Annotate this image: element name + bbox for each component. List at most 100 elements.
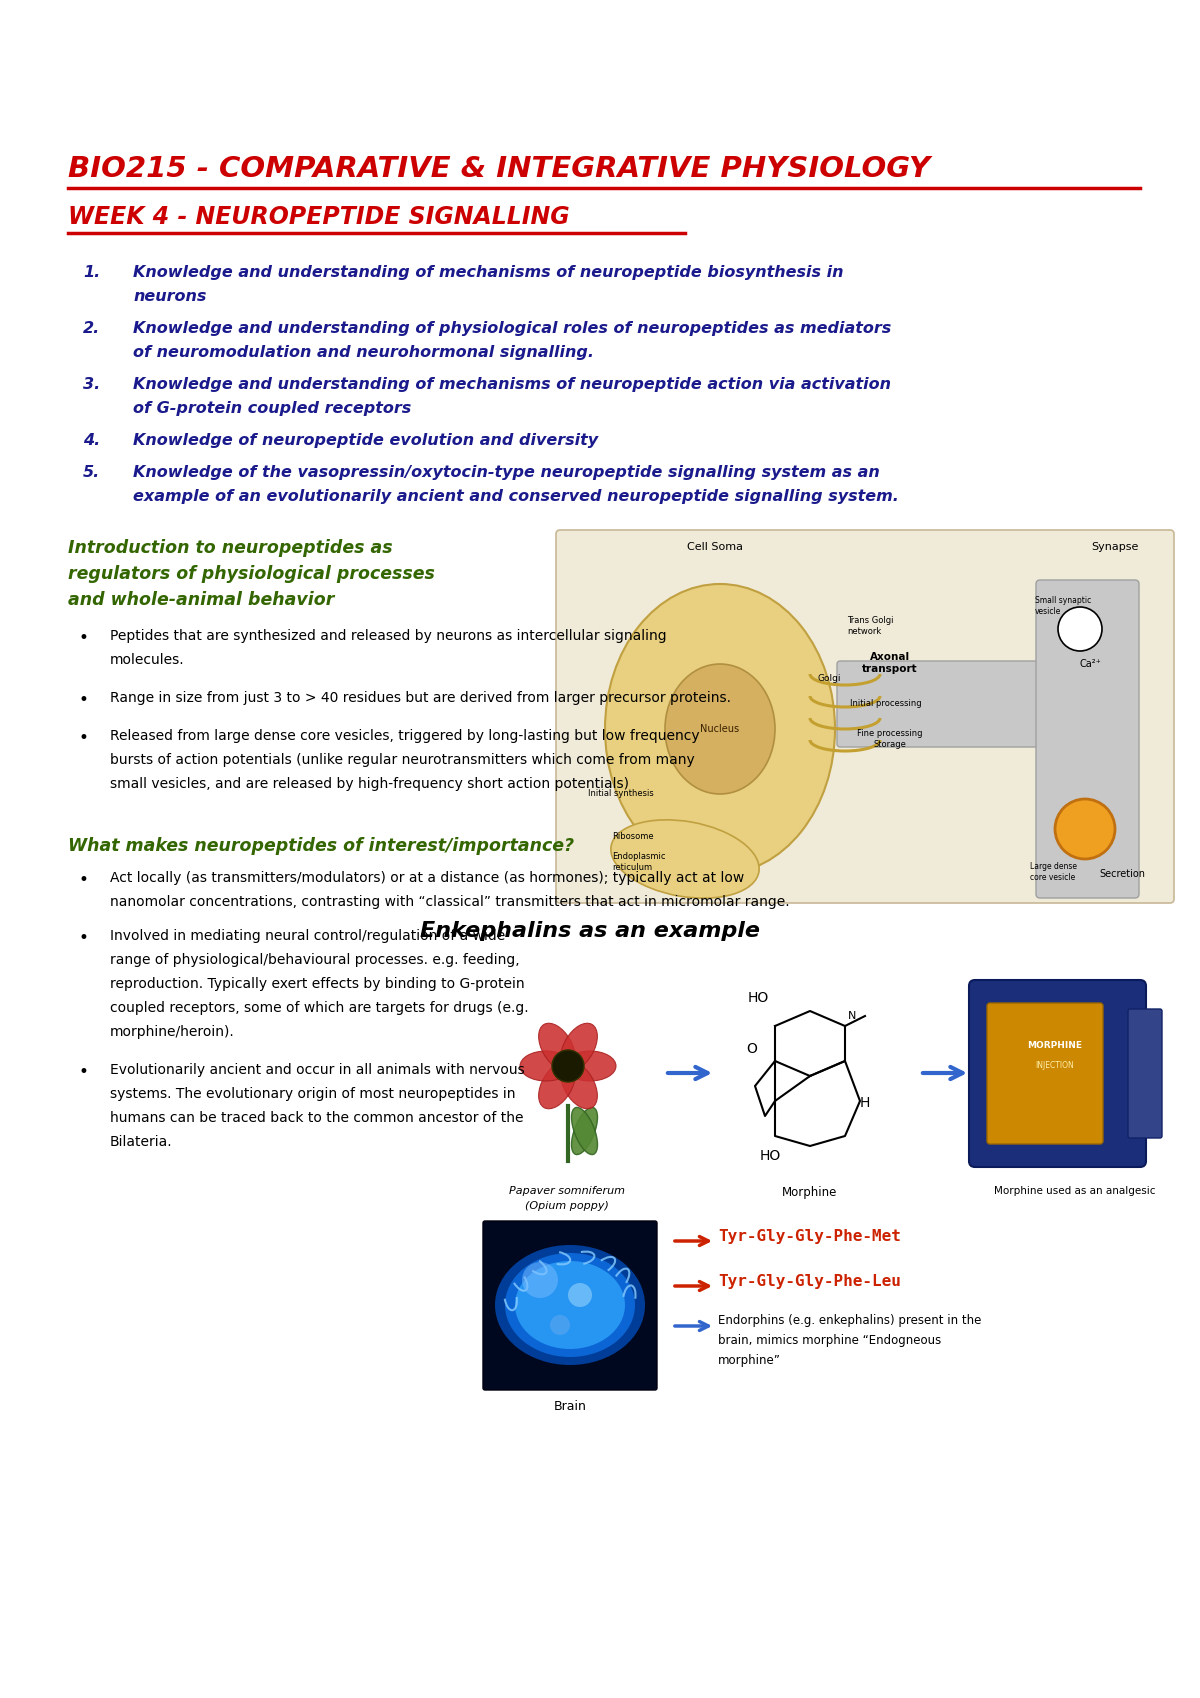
Text: BIO215 - COMPARATIVE & INTEGRATIVE PHYSIOLOGY: BIO215 - COMPARATIVE & INTEGRATIVE PHYSI… xyxy=(68,155,930,183)
Text: and whole-animal behavior: and whole-animal behavior xyxy=(68,591,335,610)
FancyBboxPatch shape xyxy=(970,980,1146,1167)
Text: Involved in mediating neural control/regulation of a wide: Involved in mediating neural control/reg… xyxy=(110,929,505,942)
Text: nanomolar concentrations, contrasting with “classical” transmitters that act in : nanomolar concentrations, contrasting wi… xyxy=(110,895,790,908)
Text: Large dense
core vesicle: Large dense core vesicle xyxy=(1030,863,1078,881)
Ellipse shape xyxy=(496,1245,646,1365)
Text: Initial synthesis: Initial synthesis xyxy=(588,790,654,798)
Text: molecules.: molecules. xyxy=(110,654,185,667)
Text: Enkephalins as an example: Enkephalins as an example xyxy=(420,920,760,941)
Ellipse shape xyxy=(560,1061,598,1109)
Text: HO: HO xyxy=(760,1150,781,1163)
Text: 5.: 5. xyxy=(83,465,101,481)
Text: Small synaptic
vesicle: Small synaptic vesicle xyxy=(1034,596,1091,616)
Text: 1.: 1. xyxy=(83,265,101,280)
Ellipse shape xyxy=(665,664,775,795)
Text: 2.: 2. xyxy=(83,321,101,336)
Text: Nucleus: Nucleus xyxy=(701,723,739,734)
Ellipse shape xyxy=(539,1061,575,1109)
Text: systems. The evolutionary origin of most neuropeptides in: systems. The evolutionary origin of most… xyxy=(110,1087,516,1100)
Circle shape xyxy=(1058,606,1102,650)
Text: coupled receptors, some of which are targets for drugs (e.g.: coupled receptors, some of which are tar… xyxy=(110,1002,529,1015)
Text: of neuromodulation and neurohormonal signalling.: of neuromodulation and neurohormonal sig… xyxy=(133,345,594,360)
Text: Initial processing: Initial processing xyxy=(850,700,922,708)
Text: MORPHINE: MORPHINE xyxy=(1027,1041,1082,1051)
Text: 3.: 3. xyxy=(83,377,101,392)
Text: Golgi: Golgi xyxy=(817,674,840,683)
Text: (Opium poppy): (Opium poppy) xyxy=(526,1200,608,1211)
Text: Knowledge and understanding of mechanisms of neuropeptide action via activation: Knowledge and understanding of mechanism… xyxy=(133,377,890,392)
Ellipse shape xyxy=(571,1107,598,1155)
Ellipse shape xyxy=(560,1024,598,1071)
Text: WEEK 4 - NEUROPEPTIDE SIGNALLING: WEEK 4 - NEUROPEPTIDE SIGNALLING xyxy=(68,205,570,229)
Text: What makes neuropeptides of interest/importance?: What makes neuropeptides of interest/imp… xyxy=(68,837,574,856)
Text: Bilateria.: Bilateria. xyxy=(110,1134,173,1150)
Text: •: • xyxy=(78,1063,88,1082)
Text: reproduction. Typically exert effects by binding to G-protein: reproduction. Typically exert effects by… xyxy=(110,976,524,992)
Text: morphine/heroin).: morphine/heroin). xyxy=(110,1026,235,1039)
Circle shape xyxy=(568,1284,592,1307)
FancyBboxPatch shape xyxy=(482,1221,658,1391)
Text: of G-protein coupled receptors: of G-protein coupled receptors xyxy=(133,401,412,416)
Circle shape xyxy=(1055,800,1115,859)
Text: 4.: 4. xyxy=(83,433,101,448)
Text: •: • xyxy=(78,929,88,947)
Text: Evolutionarily ancient and occur in all animals with nervous: Evolutionarily ancient and occur in all … xyxy=(110,1063,524,1077)
FancyBboxPatch shape xyxy=(556,530,1174,903)
Text: Endorphins (e.g. enkephalins) present in the: Endorphins (e.g. enkephalins) present in… xyxy=(718,1314,982,1328)
Text: N: N xyxy=(848,1010,856,1020)
Text: range of physiological/behavioural processes. e.g. feeding,: range of physiological/behavioural proce… xyxy=(110,953,520,966)
Text: O: O xyxy=(746,1043,757,1056)
Text: neurons: neurons xyxy=(133,289,206,304)
Ellipse shape xyxy=(611,820,760,898)
Circle shape xyxy=(552,1049,584,1082)
Text: brain, mimics morphine “Endogneous: brain, mimics morphine “Endogneous xyxy=(718,1335,941,1347)
Text: Peptides that are synthesized and released by neurons as intercellular signaling: Peptides that are synthesized and releas… xyxy=(110,628,667,644)
Text: Range in size from just 3 to > 40 residues but are derived from larger precursor: Range in size from just 3 to > 40 residu… xyxy=(110,691,731,705)
Text: HO: HO xyxy=(748,992,769,1005)
Text: example of an evolutionarily ancient and conserved neuropeptide signalling syste: example of an evolutionarily ancient and… xyxy=(133,489,899,504)
Text: Axonal
transport: Axonal transport xyxy=(862,652,918,674)
Text: •: • xyxy=(78,871,88,890)
Text: •: • xyxy=(78,691,88,710)
Text: Endoplasmic
reticulum: Endoplasmic reticulum xyxy=(612,852,666,873)
Text: Tyr-Gly-Gly-Phe-Leu: Tyr-Gly-Gly-Phe-Leu xyxy=(718,1274,901,1289)
Ellipse shape xyxy=(564,1051,616,1082)
Text: regulators of physiological processes: regulators of physiological processes xyxy=(68,565,434,582)
Ellipse shape xyxy=(605,584,835,874)
Text: bursts of action potentials (unlike regular neurotransmitters which come from ma: bursts of action potentials (unlike regu… xyxy=(110,752,695,767)
Text: Synapse: Synapse xyxy=(1091,542,1139,552)
Text: Tyr-Gly-Gly-Phe-Met: Tyr-Gly-Gly-Phe-Met xyxy=(718,1229,901,1245)
Ellipse shape xyxy=(520,1051,572,1082)
FancyBboxPatch shape xyxy=(986,1004,1103,1144)
Text: Secretion: Secretion xyxy=(1099,869,1145,880)
Text: small vesicles, and are released by high-frequency short action potentials): small vesicles, and are released by high… xyxy=(110,778,629,791)
Text: Morphine: Morphine xyxy=(782,1185,838,1199)
Text: Trans Golgi
network: Trans Golgi network xyxy=(847,616,894,637)
FancyBboxPatch shape xyxy=(1036,581,1139,898)
Ellipse shape xyxy=(505,1253,635,1357)
Text: Ribosome: Ribosome xyxy=(612,832,654,841)
Text: •: • xyxy=(78,728,88,747)
Text: Papaver somniferum: Papaver somniferum xyxy=(509,1185,625,1195)
Text: Act locally (as transmitters/modulators) or at a distance (as hormones); typical: Act locally (as transmitters/modulators)… xyxy=(110,871,744,885)
Text: H: H xyxy=(860,1095,870,1110)
Text: Introduction to neuropeptides as: Introduction to neuropeptides as xyxy=(68,538,392,557)
FancyBboxPatch shape xyxy=(1128,1009,1162,1138)
Text: morphine”: morphine” xyxy=(718,1353,781,1367)
Text: Knowledge and understanding of physiological roles of neuropeptides as mediators: Knowledge and understanding of physiolog… xyxy=(133,321,892,336)
Ellipse shape xyxy=(571,1107,598,1155)
Text: Ca²⁺: Ca²⁺ xyxy=(1079,659,1100,669)
Circle shape xyxy=(550,1314,570,1335)
Text: Knowledge of neuropeptide evolution and diversity: Knowledge of neuropeptide evolution and … xyxy=(133,433,598,448)
Text: Fine processing
Storage: Fine processing Storage xyxy=(857,728,923,749)
Text: Knowledge and understanding of mechanisms of neuropeptide biosynthesis in: Knowledge and understanding of mechanism… xyxy=(133,265,844,280)
FancyBboxPatch shape xyxy=(838,661,1073,747)
Text: INJECTION: INJECTION xyxy=(1036,1061,1074,1070)
Text: Cell Soma: Cell Soma xyxy=(686,542,743,552)
Text: Brain: Brain xyxy=(553,1399,587,1413)
Text: humans can be traced back to the common ancestor of the: humans can be traced back to the common … xyxy=(110,1110,523,1126)
Circle shape xyxy=(522,1262,558,1297)
Text: Morphine used as an analgesic: Morphine used as an analgesic xyxy=(995,1185,1156,1195)
Text: Released from large dense core vesicles, triggered by long-lasting but low frequ: Released from large dense core vesicles,… xyxy=(110,728,700,744)
Text: •: • xyxy=(78,628,88,647)
